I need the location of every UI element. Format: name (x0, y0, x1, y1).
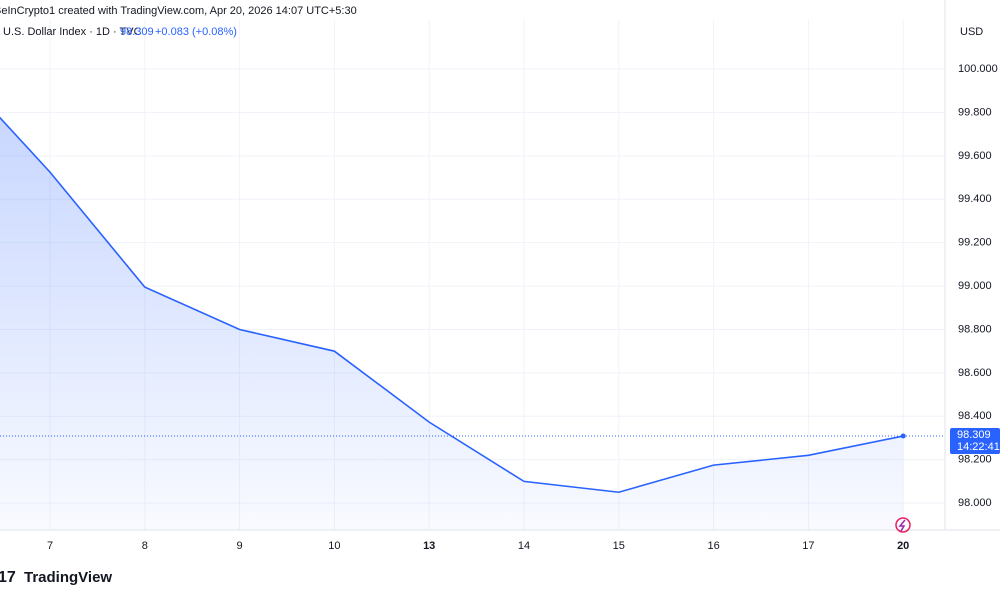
y-tick-label: 99.000 (958, 280, 992, 292)
area (0, 117, 904, 530)
x-tick-label: 17 (802, 540, 814, 552)
plot (0, 116, 904, 530)
symbol: U.S. Dollar Index · 1D · TVC (3, 26, 142, 38)
price-label-box (950, 428, 1000, 455)
y-tick-label: 99.400 (958, 193, 992, 205)
y-tick-label: 98.000 (958, 497, 992, 509)
x-tick-label: 20 (897, 540, 909, 552)
y-tick-label: 99.200 (958, 237, 992, 249)
y-tick-label: 98.600 (958, 367, 992, 379)
y-tick-label: 98.800 (958, 323, 992, 335)
x-tick-label: 10 (328, 540, 340, 552)
x-tick-label: 16 (707, 540, 719, 552)
y-tick-label: 99.600 (958, 150, 992, 162)
x-tick-label: 14 (518, 540, 530, 552)
x-tick-label: 15 (613, 540, 625, 552)
logo-mark: 17 (0, 569, 16, 586)
x-tick-label: 8 (142, 540, 148, 552)
x-tick-label: 9 (237, 540, 243, 552)
logo-text: TradingView (24, 569, 112, 586)
watermark: BeInCrypto1 created with TradingView.com… (0, 5, 357, 17)
price-label: 98.309 (957, 429, 991, 441)
currency: USD (960, 26, 983, 38)
y-tick-label: 100.000 (958, 63, 998, 75)
x-tick-label: 13 (423, 540, 435, 552)
flash-icon (895, 517, 911, 533)
change: +0.083 (+0.08%) (155, 26, 237, 38)
last-point (900, 433, 906, 439)
logo: 17 TradingView (0, 569, 112, 586)
countdown: 14:22:41 (957, 441, 1000, 453)
y-tick-label: 98.200 (958, 454, 992, 466)
line (0, 116, 904, 494)
y-tick-label: 98.400 (958, 410, 992, 422)
last-value: 98.309 (120, 26, 154, 38)
x-tick-label: 7 (47, 540, 53, 552)
y-tick-label: 99.800 (958, 106, 992, 118)
